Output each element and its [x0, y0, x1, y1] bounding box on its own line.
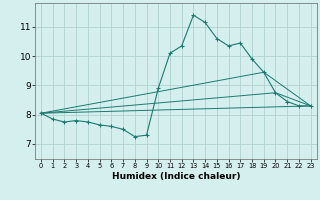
X-axis label: Humidex (Indice chaleur): Humidex (Indice chaleur) [112, 172, 240, 181]
